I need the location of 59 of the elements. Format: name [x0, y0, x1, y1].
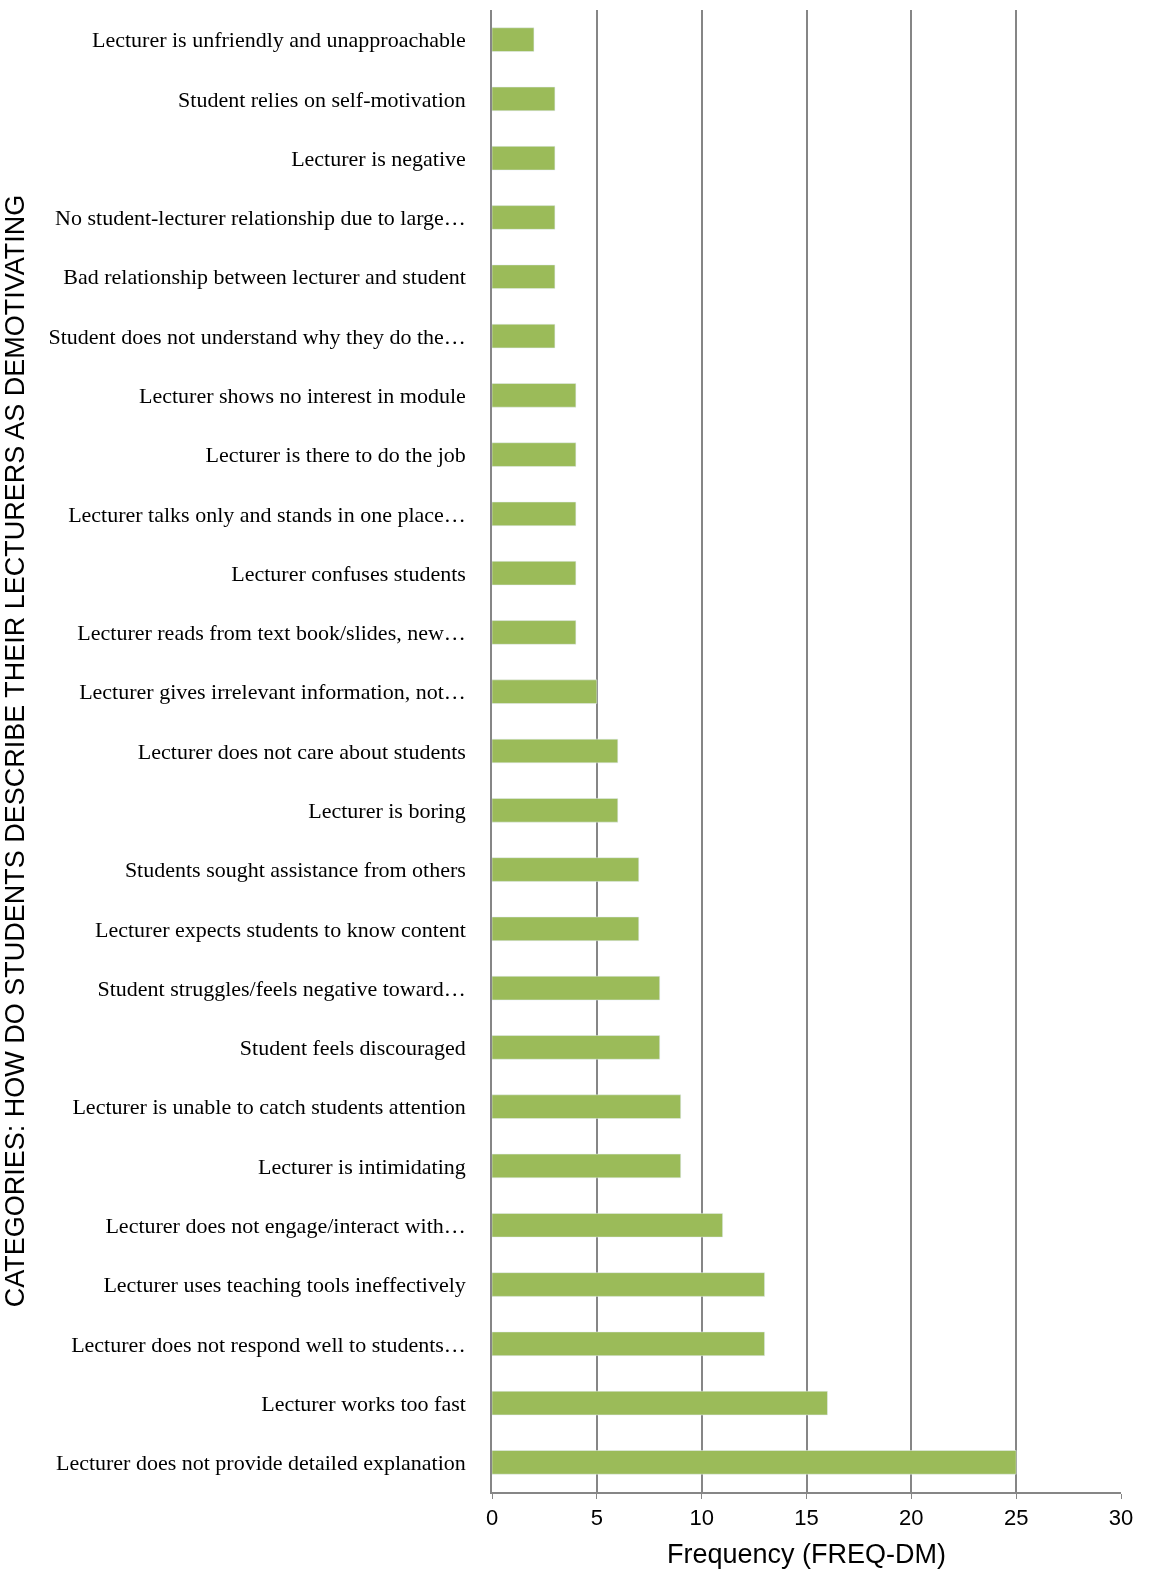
y-tick-label: Lecturer does not care about students	[137, 738, 466, 764]
bar	[492, 1331, 765, 1356]
y-tick-label: Lecturer is intimidating	[258, 1153, 466, 1179]
bar	[492, 798, 619, 823]
bar	[492, 27, 535, 52]
y-tick-label: Student struggles/feels negative toward…	[97, 975, 466, 1001]
y-tick-label: Lecturer does not engage/interact with…	[105, 1212, 466, 1238]
bar	[492, 442, 577, 467]
x-tick-label: 30	[1108, 1505, 1134, 1531]
bar	[492, 383, 577, 408]
bar	[492, 1390, 828, 1416]
bar	[492, 323, 556, 349]
bar	[492, 679, 598, 704]
y-tick-label: Students sought assistance from others	[124, 857, 466, 883]
x-tick-label: 5	[590, 1505, 603, 1531]
bar	[492, 620, 577, 645]
bar	[492, 1213, 723, 1238]
y-tick-label: Lecturer confuses students	[231, 560, 466, 586]
y-tick-label: Lecturer works too fast	[261, 1390, 466, 1416]
bar	[492, 976, 660, 1001]
x-tick-label: 0	[485, 1505, 499, 1531]
y-tick-label: Lecturer does not provide detailed explanation	[55, 1450, 466, 1476]
y-tick-label: Lecturer expects students to know content	[95, 916, 466, 942]
bar	[492, 857, 640, 882]
y-tick-label: Lecturer talks only and stands in one place…	[68, 501, 466, 527]
bar	[492, 86, 556, 112]
x-tick-label: 20	[899, 1505, 924, 1531]
x-axis-title: Frequency (FREQ-DM)	[666, 1539, 947, 1570]
y-tick-label: Lecturer is unable to catch students attention	[72, 1094, 466, 1120]
bar	[492, 1094, 681, 1119]
x-tick-label: 10	[689, 1505, 714, 1531]
y-axis-title: CATEGORIES: HOW DO STUDENTS DESCRIBE THEIR LECTURERS AS DEMOTIVATING	[0, 194, 30, 1308]
bar	[492, 1272, 765, 1297]
bar	[492, 561, 577, 586]
y-tick-label: Student does not understand why they do the…	[48, 323, 466, 349]
bar	[492, 205, 556, 230]
bar	[492, 501, 577, 526]
y-tick-label: Lecturer shows no interest in module	[138, 383, 466, 409]
y-tick-label: Lecturer reads from text book/slides, new…	[77, 620, 466, 646]
bar	[492, 1153, 681, 1179]
y-tick-label: Lecturer uses teaching tools ineffectively	[103, 1272, 466, 1298]
bar	[492, 146, 556, 171]
y-tick-label: Student relies on self-motivation	[178, 86, 466, 112]
y-tick-label: Lecturer is negative	[291, 145, 466, 171]
bar	[492, 1035, 660, 1060]
y-tick-label: Lecturer is boring	[308, 797, 466, 823]
bar	[492, 738, 619, 764]
bar	[492, 916, 640, 941]
x-tick-label: 25	[1003, 1505, 1029, 1531]
bar	[492, 1450, 1017, 1475]
y-tick-label: Lecturer is unfriendly and unapproachable	[92, 27, 466, 53]
bar	[492, 264, 556, 289]
y-tick-label: Lecturer gives irrelevant information, not…	[79, 679, 466, 705]
x-tick-label: 15	[794, 1505, 819, 1531]
y-tick-label: Bad relationship between lecturer and student	[63, 264, 466, 290]
y-tick-label: Lecturer is there to do the job	[205, 442, 466, 468]
y-tick-label: Student feels discouraged	[239, 1035, 466, 1061]
y-tick-label: No student-lecturer relationship due to large…	[55, 205, 466, 231]
y-tick-label: Lecturer does not respond well to students…	[71, 1331, 466, 1357]
